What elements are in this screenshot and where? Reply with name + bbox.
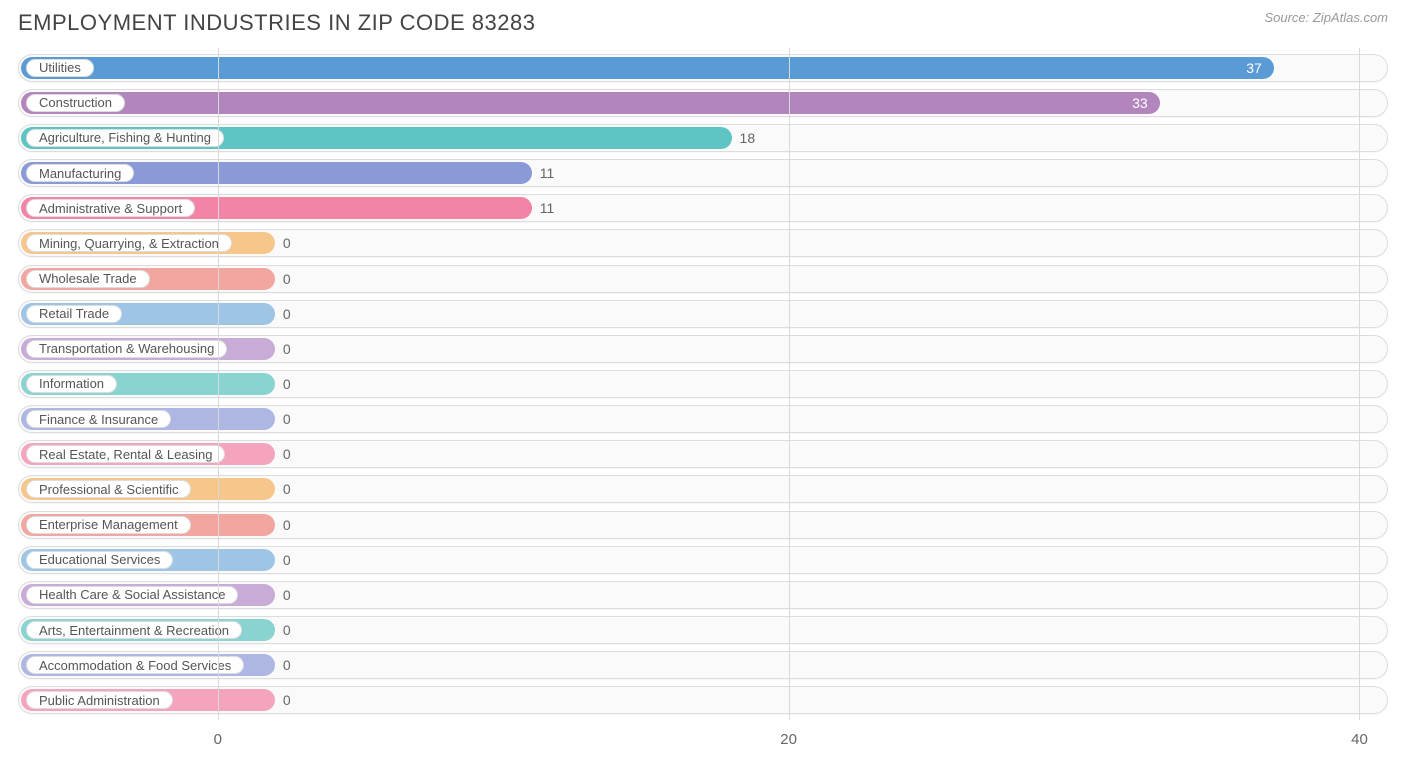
bar-row: Real Estate, Rental & Leasing 0 (18, 440, 1388, 468)
bar-label-pill: Utilities (26, 59, 94, 77)
bar-label-pill: Transportation & Warehousing (26, 340, 227, 358)
chart-container: EMPLOYMENT INDUSTRIES IN ZIP CODE 83283 … (0, 0, 1406, 776)
bar-label-pill: Educational Services (26, 551, 173, 569)
bar-label-pill: Wholesale Trade (26, 270, 150, 288)
bar-row: Arts, Entertainment & Recreation 0 (18, 616, 1388, 644)
bar-label-pill: Real Estate, Rental & Leasing (26, 445, 225, 463)
bar-value: 11 (540, 194, 555, 222)
grid-line (218, 48, 219, 720)
bar-label-pill: Manufacturing (26, 164, 134, 182)
chart-source: Source: ZipAtlas.com (1264, 10, 1388, 25)
bar-label-pill: Information (26, 375, 117, 393)
bar-label-pill: Mining, Quarrying, & Extraction (26, 234, 232, 252)
bar-row: Administrative & Support 11 (18, 194, 1388, 222)
bar-row: Agriculture, Fishing & Hunting 18 (18, 124, 1388, 152)
bar-value: 0 (283, 581, 291, 609)
bar-row: 37 Utilities (18, 54, 1388, 82)
chart-title: EMPLOYMENT INDUSTRIES IN ZIP CODE 83283 (18, 10, 536, 36)
bar-label-pill: Public Administration (26, 691, 173, 709)
plot-area: 37 Utilities 33 Construction Agriculture, Fi… (18, 48, 1388, 748)
bar-row: Finance & Insurance 0 (18, 405, 1388, 433)
bar-value: 0 (283, 651, 291, 679)
bar-value: 0 (283, 370, 291, 398)
bar-value: 0 (283, 300, 291, 328)
bar-value: 0 (283, 229, 291, 257)
bar-value: 0 (283, 265, 291, 293)
bar-fill: 37 (21, 57, 1274, 79)
bar-value: 33 (1132, 92, 1148, 114)
bar-label-pill: Health Care & Social Assistance (26, 586, 238, 604)
bar-label-pill: Administrative & Support (26, 199, 195, 217)
bar-label-pill: Finance & Insurance (26, 410, 171, 428)
bar-label-pill: Accommodation & Food Services (26, 656, 244, 674)
bar-value: 0 (283, 546, 291, 574)
bar-row: Mining, Quarrying, & Extraction 0 (18, 229, 1388, 257)
grid-line (789, 48, 790, 720)
bar-label-pill: Construction (26, 94, 125, 112)
bar-value: 0 (283, 335, 291, 363)
bar-value: 37 (1246, 57, 1262, 79)
x-axis-label: 20 (780, 731, 797, 748)
bar-value: 0 (283, 616, 291, 644)
bar-row: Public Administration 0 (18, 686, 1388, 714)
bar-label-pill: Arts, Entertainment & Recreation (26, 621, 242, 639)
x-axis-label: 40 (1351, 731, 1368, 748)
bar-label-pill: Enterprise Management (26, 516, 191, 534)
bar-value: 0 (283, 511, 291, 539)
bar-row: Manufacturing 11 (18, 159, 1388, 187)
bar-row: Wholesale Trade 0 (18, 265, 1388, 293)
bar-fill: 33 (21, 92, 1160, 114)
bar-value: 18 (740, 124, 756, 152)
bar-row: Enterprise Management 0 (18, 511, 1388, 539)
header: EMPLOYMENT INDUSTRIES IN ZIP CODE 83283 … (18, 10, 1388, 36)
bar-row: Information 0 (18, 370, 1388, 398)
bar-label-pill: Professional & Scientific (26, 480, 191, 498)
bar-rows: 37 Utilities 33 Construction Agriculture, Fi… (18, 48, 1388, 720)
bar-value: 11 (540, 159, 555, 187)
grid-line (1359, 48, 1360, 720)
bar-row: Educational Services 0 (18, 546, 1388, 574)
bar-row: Accommodation & Food Services 0 (18, 651, 1388, 679)
bar-value: 0 (283, 475, 291, 503)
bar-value: 0 (283, 686, 291, 714)
bar-value: 0 (283, 440, 291, 468)
x-axis-label: 0 (214, 731, 222, 748)
bar-row: Professional & Scientific 0 (18, 475, 1388, 503)
bar-row: Retail Trade 0 (18, 300, 1388, 328)
bar-label-pill: Agriculture, Fishing & Hunting (26, 129, 224, 147)
bar-row: 33 Construction (18, 89, 1388, 117)
bar-label-pill: Retail Trade (26, 305, 122, 323)
bar-row: Health Care & Social Assistance 0 (18, 581, 1388, 609)
bar-value: 0 (283, 405, 291, 433)
bar-row: Transportation & Warehousing 0 (18, 335, 1388, 363)
